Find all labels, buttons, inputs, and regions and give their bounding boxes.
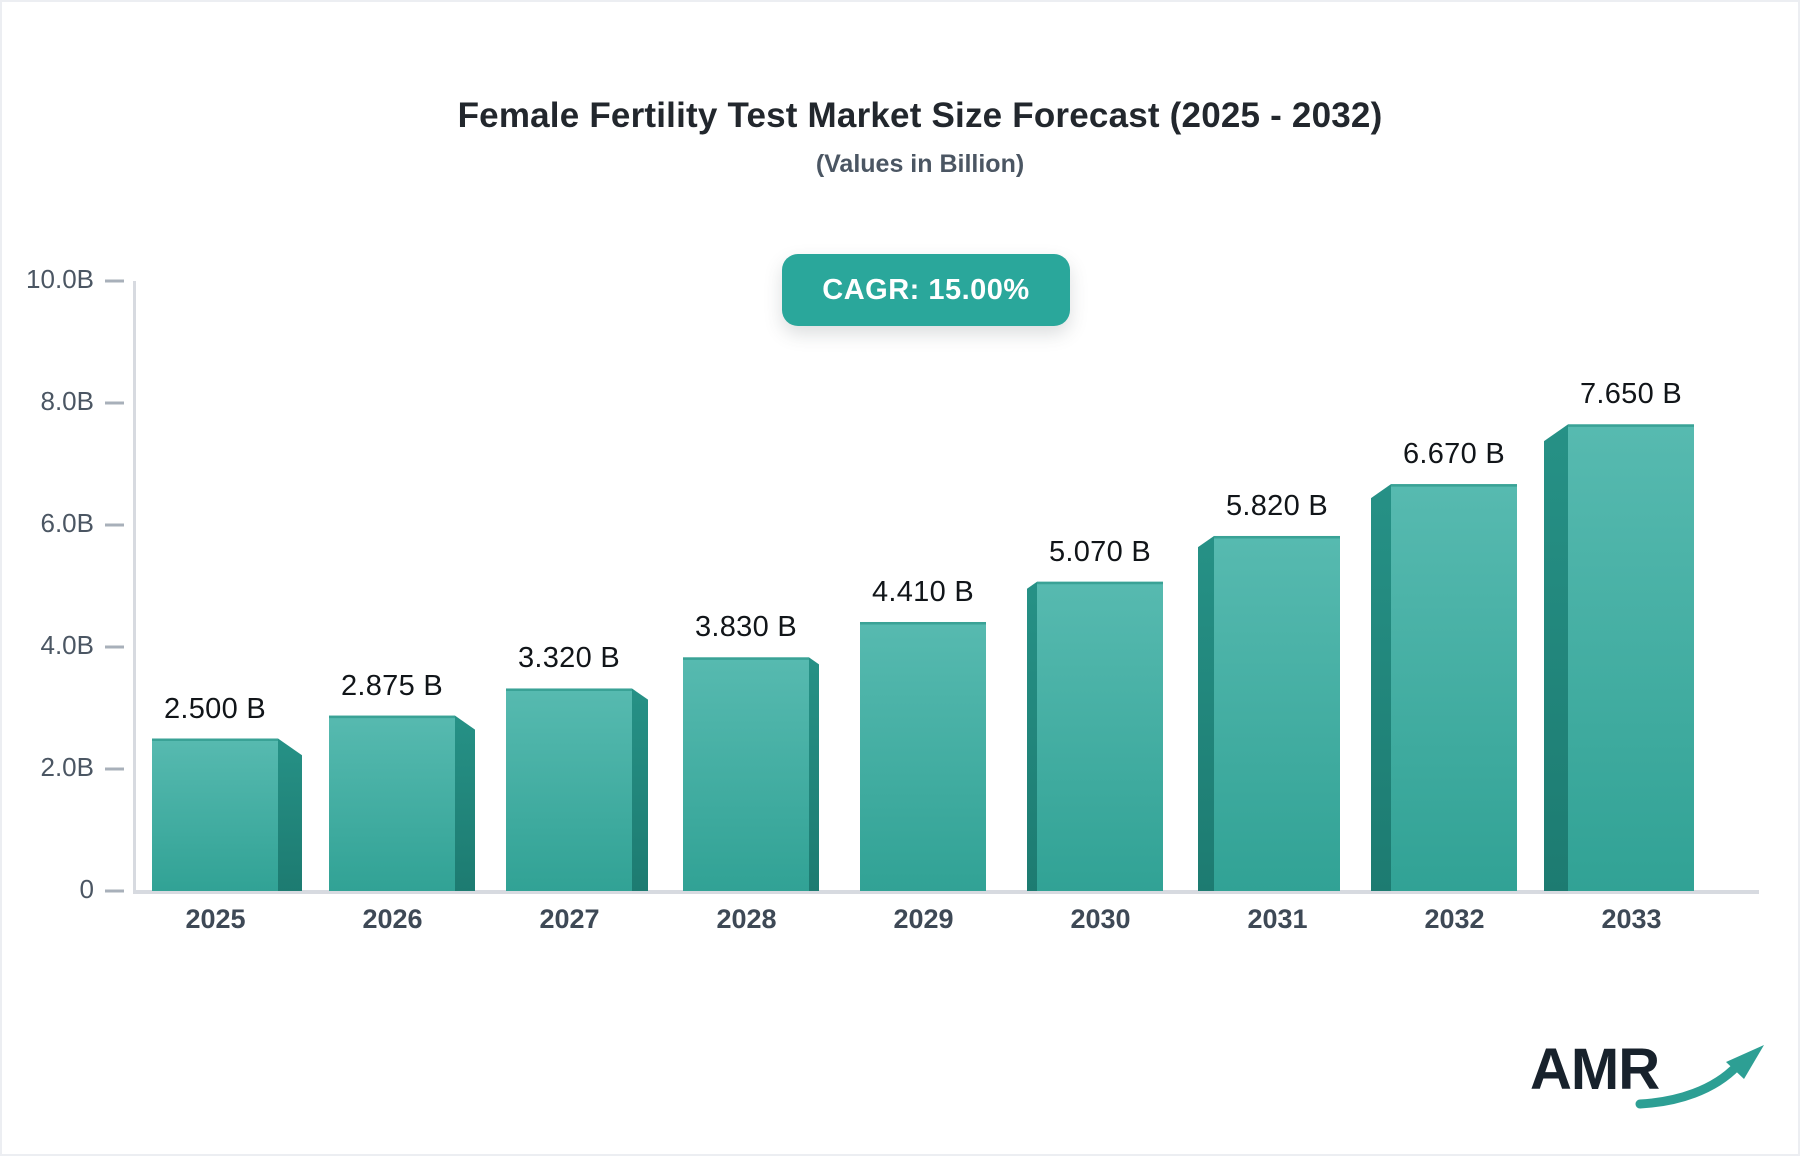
bar-side-face <box>1198 535 1214 891</box>
bar-top-edge <box>329 715 455 719</box>
x-axis-label: 2027 <box>539 904 600 934</box>
x-axis-label: 2032 <box>1424 904 1485 934</box>
x-axis-label: 2028 <box>716 904 777 934</box>
bar-value-label: 3.320 B <box>517 642 621 675</box>
x-axis-label: 2033 <box>1601 904 1662 934</box>
y-axis-tick <box>105 523 124 527</box>
y-axis-label: 8.0B <box>40 386 95 416</box>
bar-top-edge <box>152 738 278 741</box>
brand-logo: AMR <box>1530 1034 1764 1118</box>
bar-top-edge <box>1391 484 1517 487</box>
x-axis-label: 2030 <box>1070 904 1131 934</box>
bar-value-label: 7.650 B <box>1579 378 1683 411</box>
x-axis-label: 2029 <box>893 904 954 934</box>
brand-logo-text: AMR <box>1530 1037 1660 1102</box>
y-axis-tick <box>105 279 124 283</box>
bar-side-face <box>1027 581 1037 891</box>
bar-side-face <box>455 715 475 891</box>
bar-value-label: 5.070 B <box>1048 535 1152 568</box>
x-axis-label: 2026 <box>362 904 423 934</box>
bar-top-edge <box>506 688 632 691</box>
y-axis-label: 10.0B <box>26 264 94 294</box>
y-axis-label: 0 <box>79 874 94 904</box>
chart-subtitle: (Values in Billion) <box>815 150 1025 178</box>
chart-title: Female Fertility Test Market Size Foreca… <box>457 96 1383 135</box>
cagr-badge-label: CAGR: 15.00% <box>822 273 1030 306</box>
y-axis-tick <box>105 645 124 649</box>
x-axis-label: 2031 <box>1247 904 1308 934</box>
y-axis-tick <box>105 401 124 405</box>
bar-top-edge <box>1037 581 1163 585</box>
bar-value-label: 5.820 B <box>1225 489 1329 522</box>
bar <box>1391 484 1517 891</box>
y-axis-label: 6.0B <box>40 508 95 538</box>
bar-top-edge <box>683 657 809 660</box>
bar <box>1037 581 1163 891</box>
x-axis-label: 2025 <box>185 904 246 934</box>
bar-side-face <box>278 738 302 891</box>
x-axis-line <box>133 890 1759 894</box>
bar-side-face <box>1544 424 1568 891</box>
bar <box>683 657 809 891</box>
y-axis-label: 2.0B <box>40 752 95 782</box>
bar-value-label: 2.875 B <box>340 669 444 702</box>
bar-side-face <box>1371 484 1391 891</box>
bar <box>506 688 632 891</box>
bar <box>152 738 278 891</box>
bar <box>860 621 986 891</box>
cagr-badge: CAGR: 15.00% <box>782 254 1070 326</box>
bar <box>329 715 455 891</box>
bar-value-label: 4.410 B <box>871 575 975 608</box>
bar-value-label: 6.670 B <box>1402 438 1506 471</box>
bar-value-label: 3.830 B <box>694 611 798 644</box>
y-axis-line <box>133 281 136 894</box>
bar-value-label: 2.500 B <box>163 692 267 725</box>
bar-top-edge <box>1214 535 1340 539</box>
y-axis-tick <box>105 889 124 893</box>
bar <box>1568 424 1694 891</box>
bar-top-edge <box>1568 424 1694 427</box>
bar-top-edge <box>860 621 986 625</box>
trend-up-arrow-icon <box>1635 1045 1764 1109</box>
bar-side-face <box>632 688 648 891</box>
bar <box>1214 535 1340 891</box>
y-axis-tick <box>105 767 124 771</box>
y-axis-label: 4.0B <box>40 630 95 660</box>
bar-side-face <box>809 657 819 891</box>
